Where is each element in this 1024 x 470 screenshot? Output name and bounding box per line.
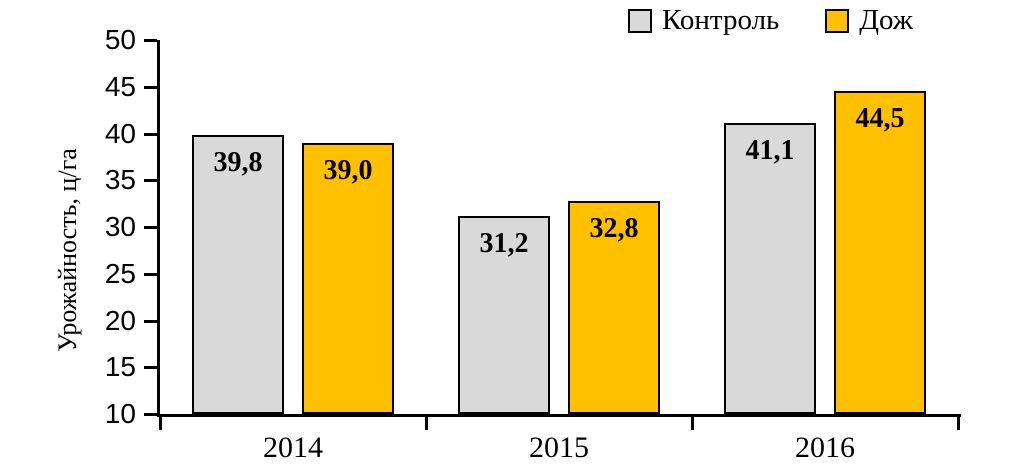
y-tick-label: 25 — [104, 257, 136, 289]
bar-value-label: 41,1 — [745, 135, 795, 167]
bar-Контроль-2016 — [724, 123, 816, 414]
y-tick-mark — [144, 179, 157, 183]
legend-item-control: Контроль — [628, 6, 779, 35]
y-tick-label: 40 — [104, 117, 136, 149]
bar-value-label: 32,8 — [589, 212, 639, 244]
x-tick-mark — [159, 417, 162, 430]
legend-item-dozh: Дож — [825, 6, 913, 35]
y-axis-title: Урожайность, ц/га — [53, 148, 82, 352]
legend-swatch-control — [628, 8, 652, 33]
x-tick-mark — [691, 417, 694, 430]
bar-value-label: 31,2 — [479, 227, 529, 259]
bar-Контроль-2015 — [458, 215, 550, 414]
x-category-label: 2014 — [263, 431, 323, 464]
legend-label-control: Контроль — [662, 4, 780, 36]
y-axis-line — [157, 40, 160, 417]
bar-value-label: 39,8 — [213, 147, 263, 179]
bar-Дож-2015 — [568, 200, 660, 414]
legend-swatch-dozh — [825, 8, 850, 33]
x-category-label: 2015 — [529, 431, 589, 464]
y-tick-label: 50 — [104, 24, 136, 55]
legend-label-dozh: Дож — [859, 4, 913, 36]
y-tick-mark — [144, 366, 157, 370]
bar-Дож-2014 — [302, 142, 394, 414]
x-tick-mark — [425, 417, 428, 430]
bar-Контроль-2014 — [192, 135, 284, 414]
x-category-label: 2016 — [795, 431, 855, 464]
y-tick-mark — [144, 413, 157, 416]
x-tick-mark — [957, 417, 960, 430]
y-tick-label: 35 — [104, 164, 136, 196]
y-tick-mark — [144, 132, 157, 136]
y-tick-label: 45 — [104, 70, 136, 102]
bar-value-label: 44,5 — [855, 103, 905, 135]
y-tick-mark — [144, 226, 157, 229]
y-tick-mark — [144, 39, 157, 42]
bar-value-label: 39,0 — [323, 154, 373, 186]
y-tick-label: 30 — [104, 211, 136, 242]
x-axis-line — [157, 414, 961, 417]
y-tick-label: 20 — [104, 304, 136, 336]
y-tick-label: 15 — [104, 351, 136, 383]
y-tick-label: 10 — [104, 398, 136, 429]
bar-Дож-2016 — [834, 91, 926, 414]
chart-legend: Контроль Дож — [628, 6, 913, 35]
y-tick-mark — [144, 272, 157, 276]
y-tick-mark — [144, 85, 157, 89]
y-tick-mark — [144, 319, 157, 323]
